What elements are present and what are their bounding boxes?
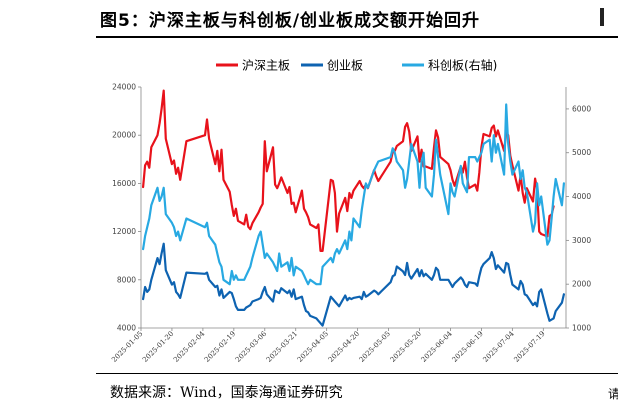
cropped-edge-text: 请	[608, 387, 618, 401]
series-line-1	[142, 89, 555, 252]
x-tick-label: 2025-04-20	[327, 330, 361, 364]
left-tick-label: 12000	[112, 227, 136, 236]
series-line-3	[142, 103, 566, 286]
legend-label-2: 创业板	[327, 59, 363, 73]
legend-label-3: 科创板(右轴)	[428, 58, 497, 73]
right-tick-label: 2000	[572, 280, 591, 289]
right-tick-label: 1000	[572, 324, 591, 333]
right-tick-label: 4000	[572, 192, 591, 201]
left-tick-label: 4000	[117, 324, 136, 333]
x-tick-label: 2025-06-04	[420, 329, 455, 364]
title-divider	[96, 36, 618, 38]
x-tick-label: 2025-07-19	[513, 330, 547, 364]
right-tick-label: 6000	[572, 104, 591, 113]
right-tick-label: 3000	[572, 236, 591, 245]
x-tick-label: 2025-07-04	[482, 329, 517, 364]
left-tick-label: 24000	[112, 83, 136, 92]
x-tick-label: 2025-01-05	[110, 330, 144, 364]
data-source: 数据来源：Wind，国泰海通证券研究	[110, 385, 343, 401]
x-tick-label: 2025-02-19	[203, 330, 237, 364]
cropped-edge-mark	[600, 8, 604, 26]
legend: 沪深主板 创业板 科创板(右轴)	[216, 58, 497, 73]
left-tick-label: 16000	[112, 179, 136, 188]
x-tick-label: 2025-03-06	[234, 329, 269, 364]
x-tick-label: 2025-05-05	[358, 330, 392, 364]
x-tick-label: 2025-03-21	[265, 330, 299, 364]
footer-divider	[96, 373, 618, 374]
figure-title: 图5：沪深主板与科创板/创业板成交额开始回升	[100, 11, 481, 31]
left-tick-label: 8000	[117, 275, 136, 284]
x-tick-label: 2025-04-05	[296, 330, 330, 364]
axes: 4000 8000 12000 16000 20000 24000 1000 2000 3000…	[110, 83, 591, 364]
left-tick-label: 20000	[112, 131, 136, 140]
plot-area	[142, 89, 566, 327]
x-tick-label: 2025-05-20	[389, 330, 423, 364]
legend-label-1: 沪深主板	[242, 59, 290, 73]
x-tick-label: 2025-01-20	[141, 330, 175, 364]
x-tick-label: 2025-02-04	[172, 329, 207, 364]
right-tick-label: 5000	[572, 148, 591, 157]
x-tick-label: 2025-06-19	[451, 330, 485, 364]
series-line-2	[142, 242, 566, 327]
